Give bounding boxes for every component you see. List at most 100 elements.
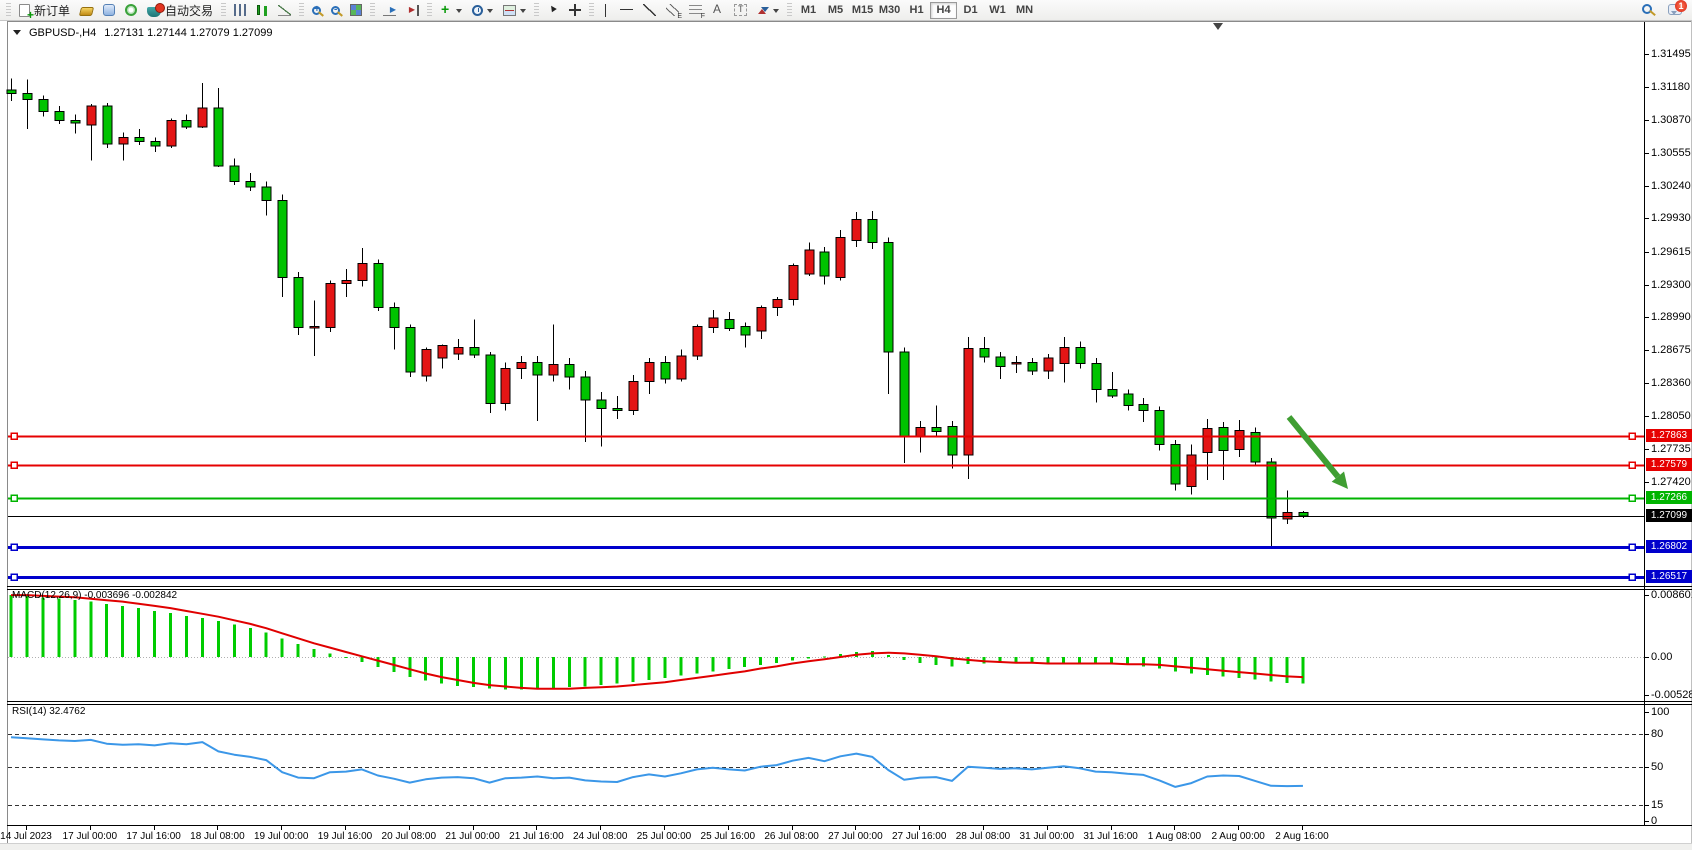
toolbar-drag-handle[interactable]	[427, 2, 433, 18]
equidistant-channel-button[interactable]	[661, 1, 684, 20]
candle	[166, 120, 177, 147]
autotrading-button[interactable]: 自动交易	[142, 1, 218, 20]
candle	[389, 307, 400, 329]
candle	[1075, 347, 1086, 364]
candle	[963, 348, 974, 456]
chart-shift-button[interactable]	[401, 1, 424, 20]
periods-button[interactable]	[467, 1, 498, 20]
zoom-in-button[interactable]	[307, 1, 326, 20]
candle	[86, 105, 97, 126]
profile-button[interactable]	[98, 1, 120, 20]
indicators-button[interactable]	[435, 1, 467, 20]
candle	[261, 186, 272, 202]
candle	[341, 279, 352, 285]
candle	[309, 326, 320, 329]
candle	[373, 263, 384, 309]
candle	[1043, 357, 1054, 372]
chevron-down-icon	[456, 8, 463, 16]
toolbar-drag-handle[interactable]	[6, 2, 11, 18]
candle	[628, 380, 639, 412]
auto-scroll-button[interactable]	[378, 1, 401, 20]
line-chart-icon	[278, 4, 292, 16]
tile-windows-button[interactable]	[345, 1, 367, 20]
timeframe-m5[interactable]: M5	[822, 2, 849, 19]
line-anchor[interactable]	[10, 461, 18, 469]
candle	[229, 165, 240, 183]
metaeditor-button[interactable]	[75, 1, 98, 20]
search-icon[interactable]	[1642, 3, 1652, 14]
trendline-button[interactable]	[638, 1, 661, 20]
candle	[580, 376, 591, 401]
timeframe-mn[interactable]: MN	[1011, 2, 1038, 19]
candle	[277, 200, 288, 278]
line-anchor[interactable]	[1628, 461, 1636, 469]
text-label-button[interactable]	[729, 1, 752, 20]
timeframe-h4[interactable]: H4	[930, 1, 958, 19]
signals-icon	[125, 4, 138, 16]
cursor-button[interactable]	[542, 1, 564, 20]
timeframe-m15[interactable]: M15	[849, 2, 876, 19]
line-anchor[interactable]	[10, 573, 18, 581]
chart-shift-marker[interactable]	[1213, 23, 1223, 30]
toolbar-drag-handle[interactable]	[589, 2, 595, 18]
fibonacci-icon	[689, 4, 705, 20]
line-anchor[interactable]	[10, 494, 18, 502]
candle	[676, 355, 687, 380]
vertical-line-button[interactable]	[597, 1, 615, 20]
toolbar-drag-handle[interactable]	[370, 2, 376, 18]
line-chart-button[interactable]	[273, 1, 296, 20]
bar-chart-button[interactable]	[229, 1, 252, 20]
candle	[150, 141, 161, 147]
arrows-button[interactable]	[752, 1, 784, 20]
fibonacci-button[interactable]	[684, 1, 707, 20]
signals-button[interactable]	[120, 1, 142, 20]
candle	[22, 92, 33, 101]
candle	[1138, 403, 1149, 412]
line-anchor[interactable]	[1628, 494, 1636, 502]
candle	[660, 361, 671, 380]
candle	[500, 368, 511, 404]
crosshair-button[interactable]	[564, 1, 586, 20]
candle	[819, 251, 830, 277]
text-button[interactable]	[707, 1, 729, 20]
candle	[1202, 428, 1213, 454]
candle	[835, 236, 846, 278]
line-anchor[interactable]	[10, 432, 18, 440]
timeframe-m1[interactable]: M1	[795, 2, 822, 19]
line-anchor[interactable]	[1628, 543, 1636, 551]
toolbar-drag-handle[interactable]	[221, 2, 227, 18]
notifications-icon[interactable]: 1	[1668, 0, 1687, 15]
candle	[947, 425, 958, 456]
candle	[70, 120, 81, 124]
timeframe-d1[interactable]: D1	[957, 2, 984, 19]
candle	[644, 361, 655, 382]
text-icon	[712, 2, 724, 16]
line-anchor[interactable]	[1628, 573, 1636, 581]
candle	[1282, 512, 1293, 520]
toolbar-drag-handle[interactable]	[299, 2, 305, 18]
candle	[1250, 432, 1261, 463]
tile-windows-icon	[350, 4, 363, 16]
toolbar-drag-handle[interactable]	[787, 2, 793, 18]
horizontal-lines[interactable]	[8, 432, 1644, 581]
timeframe-w1[interactable]: W1	[984, 2, 1011, 19]
templates-button[interactable]	[498, 1, 531, 20]
chart-shift-icon	[406, 4, 420, 16]
trend-arrow-annotation[interactable]	[1286, 415, 1348, 489]
candle	[596, 399, 607, 410]
timeframe-m30[interactable]: M30	[876, 2, 903, 19]
new-order-button[interactable]: 新订单	[14, 1, 75, 22]
toolbar-drag-handle[interactable]	[534, 2, 540, 18]
candlestick-chart-button[interactable]	[252, 1, 273, 20]
line-anchor[interactable]	[10, 543, 18, 551]
candle	[102, 105, 113, 145]
notification-badge: 1	[1675, 0, 1687, 12]
candle	[421, 349, 432, 377]
rsi-line	[10, 736, 1303, 788]
zoom-out-button[interactable]	[326, 1, 345, 20]
horizontal-line-button[interactable]	[615, 1, 638, 20]
line-anchor[interactable]	[1628, 432, 1636, 440]
candle	[1298, 511, 1309, 517]
timeframe-h1[interactable]: H1	[903, 2, 930, 19]
